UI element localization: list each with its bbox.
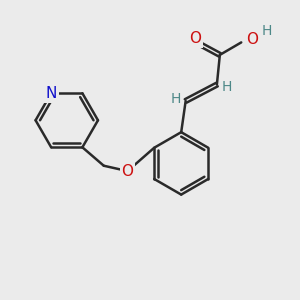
Text: O: O: [122, 164, 134, 178]
Text: O: O: [247, 32, 259, 47]
Text: O: O: [189, 31, 201, 46]
Text: N: N: [46, 86, 57, 101]
Text: H: H: [221, 80, 232, 94]
Text: H: H: [262, 24, 272, 38]
Text: H: H: [171, 92, 181, 106]
